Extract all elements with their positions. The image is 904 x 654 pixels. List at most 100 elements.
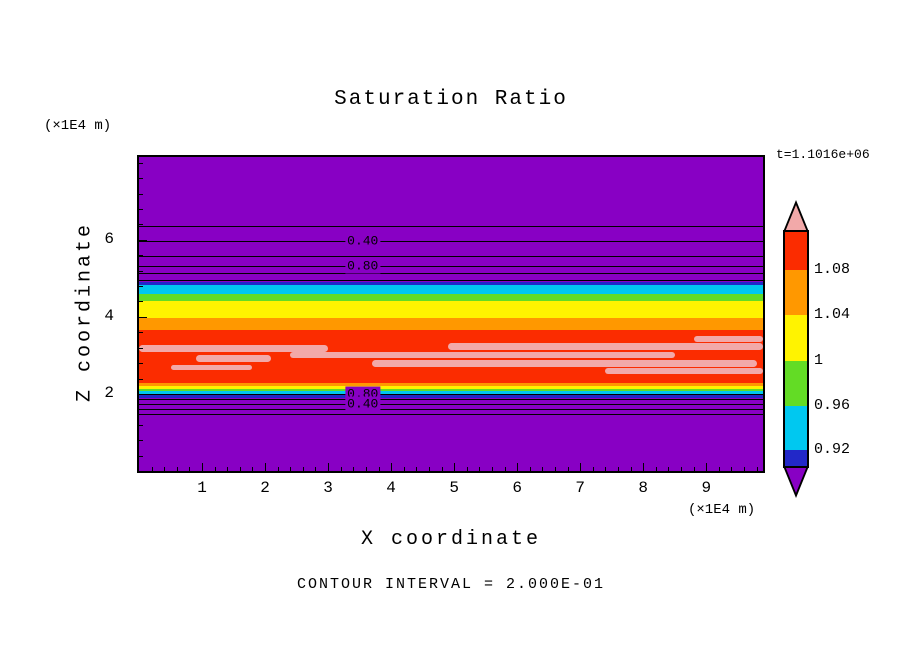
contour-label: 0.80 — [345, 258, 381, 274]
x-minor-tick — [416, 467, 418, 471]
pink-streak — [290, 351, 675, 359]
x-minor-tick — [718, 467, 720, 471]
y-tick-label: 2 — [104, 383, 114, 402]
pink-streak — [139, 344, 329, 353]
x-major-tick — [454, 463, 456, 471]
x-minor-tick — [731, 467, 733, 471]
contour-band-orange-band — [139, 317, 763, 331]
x-minor-tick — [353, 467, 355, 471]
colorbar-segment — [785, 361, 807, 406]
z-minor-tick — [139, 301, 143, 303]
contour-interval-note: CONTOUR INTERVAL = 2.000E-01 — [296, 576, 606, 593]
contour-line — [139, 280, 763, 282]
x-tick-label: 9 — [701, 479, 712, 497]
pink-streak — [195, 355, 272, 362]
contour-line — [139, 393, 763, 395]
contour-line — [139, 240, 763, 242]
colorbar-segment — [785, 406, 807, 450]
x-minor-tick — [479, 467, 481, 471]
x-minor-tick — [630, 467, 632, 471]
x-major-tick — [202, 463, 204, 471]
x-major-tick — [328, 463, 330, 471]
x-minor-tick — [378, 467, 380, 471]
colorbar-tick-label: 0.92 — [814, 441, 851, 458]
contour-line — [139, 225, 763, 227]
x-major-tick — [580, 463, 582, 471]
x-minor-tick — [555, 467, 556, 471]
x-minor-tick — [189, 467, 191, 471]
z-minor-tick — [139, 178, 143, 180]
x-major-tick — [517, 463, 519, 471]
x-tick-label: 4 — [386, 479, 396, 497]
z-minor-tick — [139, 332, 143, 334]
x-minor-tick — [681, 467, 683, 471]
contour-band-navy-low — [139, 395, 763, 398]
colorbar-segment — [785, 450, 807, 466]
y-tick-label: 4 — [104, 306, 114, 325]
contour-line — [139, 273, 763, 275]
x-minor-tick — [618, 467, 620, 471]
x-major-tick — [706, 463, 708, 471]
z-minor-tick — [139, 378, 143, 380]
z-minor-tick — [139, 424, 143, 426]
colorbar-arrow-bottom — [785, 466, 807, 493]
z-minor-tick — [139, 193, 143, 195]
contour-line — [139, 265, 763, 267]
z-minor-tick — [139, 347, 143, 349]
contour-line — [139, 255, 763, 257]
z-minor-tick — [139, 409, 143, 411]
time-annotation: t=1.1016e+06 — [776, 147, 870, 162]
x-minor-tick — [542, 467, 544, 471]
contour-band-purple-bottom — [139, 397, 763, 471]
colorbar-tick-label: 1 — [814, 352, 824, 369]
x-minor-tick — [529, 467, 531, 471]
z-minor-tick — [139, 162, 143, 164]
x-minor-tick — [466, 467, 468, 471]
plot-area: 0.40 0.80 0.80 0.40 — [137, 155, 765, 473]
pink-streak — [605, 368, 763, 375]
x-major-tick — [265, 463, 267, 471]
y-tick-label: 6 — [104, 229, 114, 248]
contour-band-cyan-top — [139, 285, 763, 294]
pink-streak — [447, 342, 763, 350]
colorbar-segment — [785, 270, 807, 315]
pink-streak — [693, 335, 763, 342]
z-major-tick — [139, 393, 147, 395]
contour-band-yellow-low — [139, 386, 763, 390]
z-minor-tick — [139, 255, 143, 257]
z-minor-tick — [139, 224, 143, 226]
x-minor-tick — [668, 467, 670, 471]
x-minor-tick — [239, 467, 241, 471]
x-minor-tick — [214, 467, 216, 471]
contour-band-yellow-band — [139, 300, 763, 318]
pink-streak — [372, 360, 757, 368]
z-minor-tick — [139, 286, 143, 288]
x-minor-tick — [655, 467, 657, 471]
x-minor-tick — [277, 467, 279, 471]
contour-band-green-top — [139, 293, 763, 301]
x-minor-tick — [756, 467, 758, 471]
x-minor-tick — [227, 467, 229, 471]
x-minor-tick — [290, 467, 292, 471]
colorbar-tick-label: 0.96 — [814, 397, 851, 414]
contour-line — [139, 398, 763, 400]
x-minor-tick — [491, 467, 493, 471]
contour-line — [139, 413, 763, 415]
x-minor-tick — [504, 467, 506, 471]
colorbar: 1.08 1.04 1 0.96 0.92 — [780, 200, 904, 500]
pink-streak — [170, 365, 253, 371]
z-major-tick — [139, 316, 147, 318]
x-axis-unit-label: (×1E4 m) — [688, 502, 756, 518]
contour-label: 0.40 — [345, 233, 381, 249]
x-minor-tick — [365, 467, 367, 471]
x-tick-label: 6 — [512, 479, 522, 497]
contour-band-purple-top — [139, 157, 763, 283]
x-minor-tick — [176, 467, 178, 471]
x-minor-tick — [403, 467, 405, 471]
colorbar-tick-label: 1.04 — [814, 306, 851, 323]
x-minor-tick — [592, 467, 594, 471]
x-tick-label: 2 — [260, 479, 270, 497]
x-tick-labels: 1 2 3 4 5 6 7 8 9 — [139, 479, 763, 499]
contour-band-navy-top — [139, 282, 763, 286]
x-minor-tick — [252, 467, 254, 471]
